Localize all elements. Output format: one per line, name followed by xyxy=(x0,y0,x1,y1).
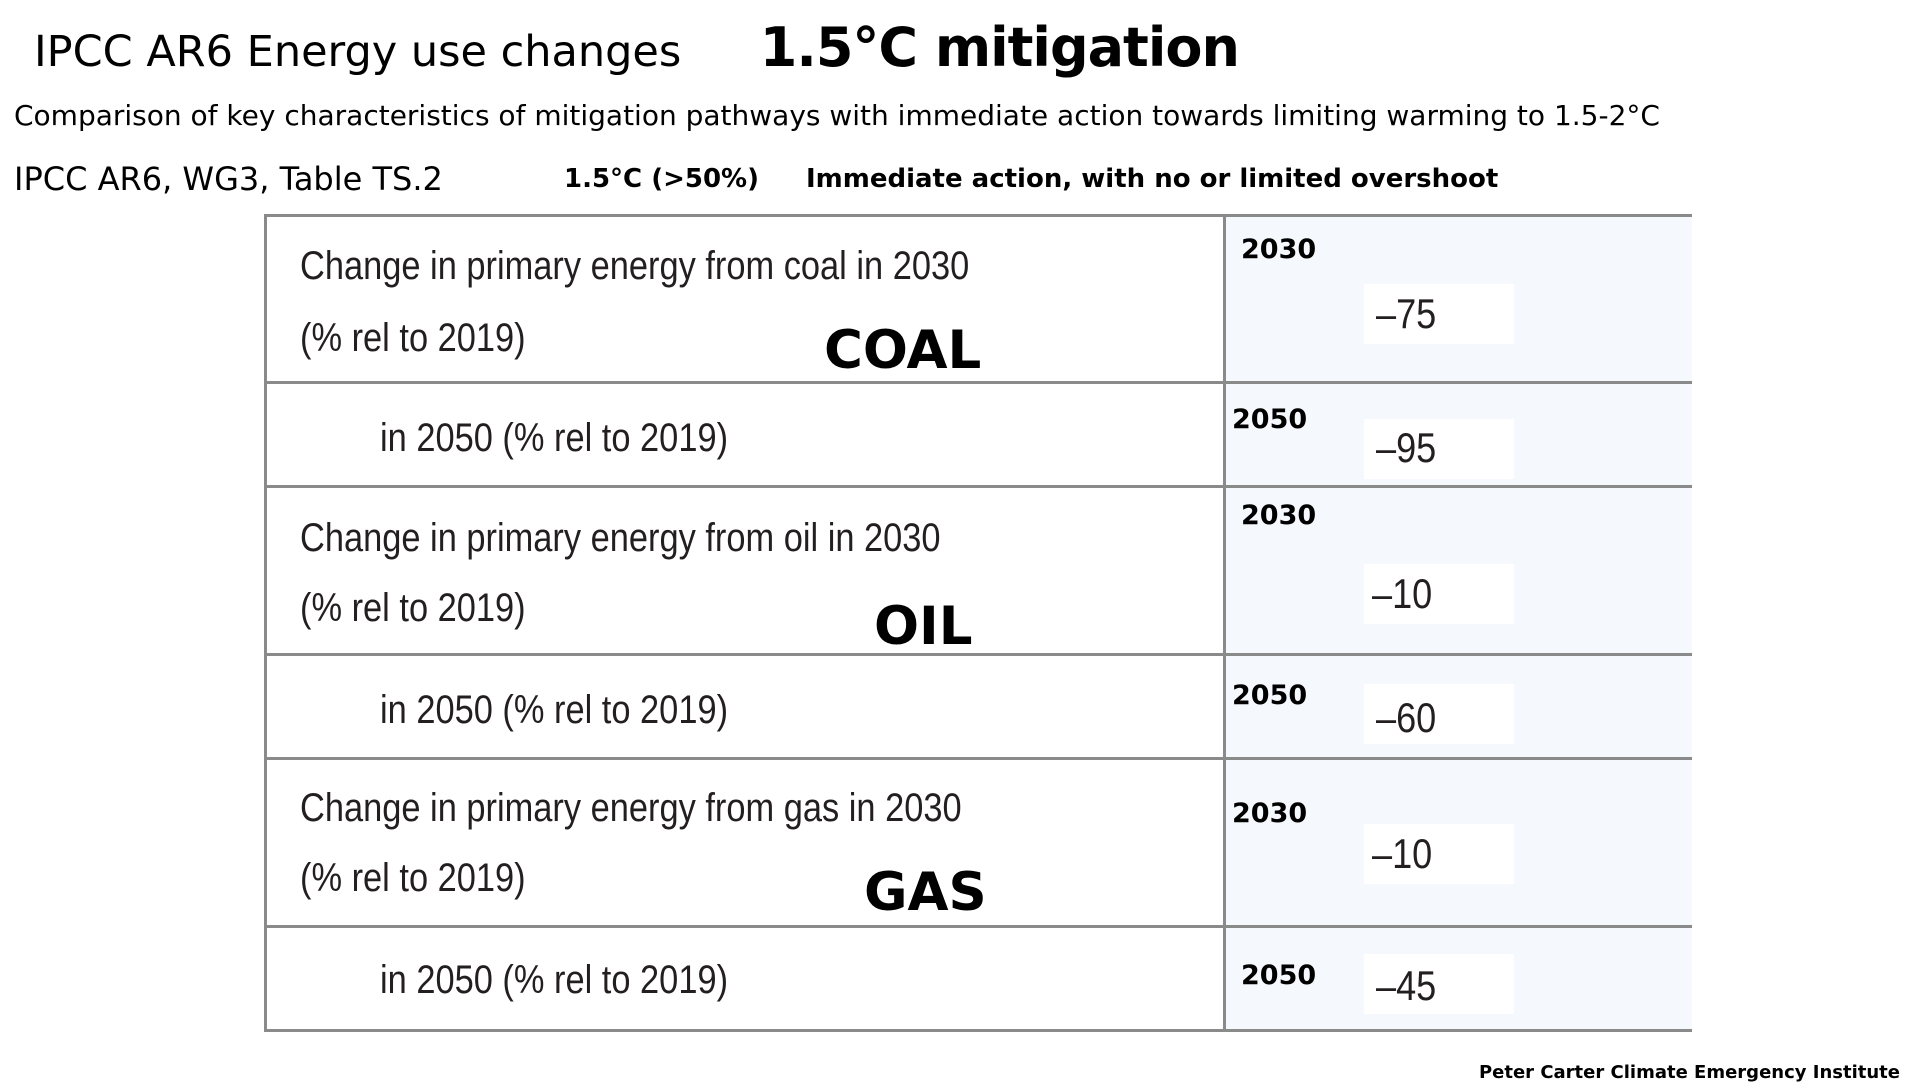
row-year: 2030 xyxy=(1241,500,1317,531)
row-value: –95 xyxy=(1376,424,1437,471)
row-value: –10 xyxy=(1372,570,1433,617)
row-value: –45 xyxy=(1376,962,1437,1009)
row-year: 2050 xyxy=(1241,960,1317,991)
table-border-left xyxy=(264,214,267,1032)
table-rule xyxy=(264,485,1692,488)
title-row: IPCC AR6 Energy use changes 1.5°C mitiga… xyxy=(34,16,1240,79)
table-rule xyxy=(264,1029,1692,1032)
row-year: 2030 xyxy=(1232,798,1308,829)
page-title-emphasis: 1.5°C mitigation xyxy=(759,16,1240,79)
row-value: –60 xyxy=(1376,694,1437,741)
page-subtitle: Comparison of key characteristics of mit… xyxy=(14,99,1660,132)
table-rule xyxy=(264,214,1692,217)
table-rule xyxy=(264,381,1692,384)
row-label: in 2050 (% rel to 2019) xyxy=(380,416,729,460)
row-value: –10 xyxy=(1372,830,1433,877)
page-title: IPCC AR6 Energy use changes xyxy=(34,27,682,77)
fuel-label-coal: COAL xyxy=(824,320,982,381)
row-label-unit: (% rel to 2019) xyxy=(300,316,526,360)
row-label: Change in primary energy from oil in 203… xyxy=(300,516,941,560)
row-label: Change in primary energy from gas in 203… xyxy=(300,786,962,830)
energy-change-table: Change in primary energy from coal in 20… xyxy=(264,214,1692,1032)
scenario-label: Immediate action, with no or limited ove… xyxy=(806,164,1499,194)
footer-credit: Peter Carter Climate Emergency Institute xyxy=(1478,1062,1900,1083)
source-row: IPCC AR6, WG3, Table TS.2 xyxy=(14,160,443,198)
row-label: in 2050 (% rel to 2019) xyxy=(380,958,729,1002)
row-year: 2030 xyxy=(1241,234,1317,265)
fuel-label-gas: GAS xyxy=(864,862,987,923)
table-rule xyxy=(264,653,1692,656)
row-label: Change in primary energy from coal in 20… xyxy=(300,244,970,288)
row-label-unit: (% rel to 2019) xyxy=(300,856,526,900)
fuel-label-oil: OIL xyxy=(874,596,973,657)
row-year: 2050 xyxy=(1232,404,1308,435)
source-citation: IPCC AR6, WG3, Table TS.2 xyxy=(14,160,443,198)
scenario-threshold: 1.5°C (>50%) xyxy=(564,164,759,194)
row-value: –75 xyxy=(1376,290,1437,337)
row-year: 2050 xyxy=(1232,680,1308,711)
table-column-divider xyxy=(1223,214,1226,1032)
table-rule xyxy=(264,757,1692,760)
row-label: in 2050 (% rel to 2019) xyxy=(380,688,729,732)
table-rule xyxy=(264,925,1692,928)
row-label-unit: (% rel to 2019) xyxy=(300,586,526,630)
